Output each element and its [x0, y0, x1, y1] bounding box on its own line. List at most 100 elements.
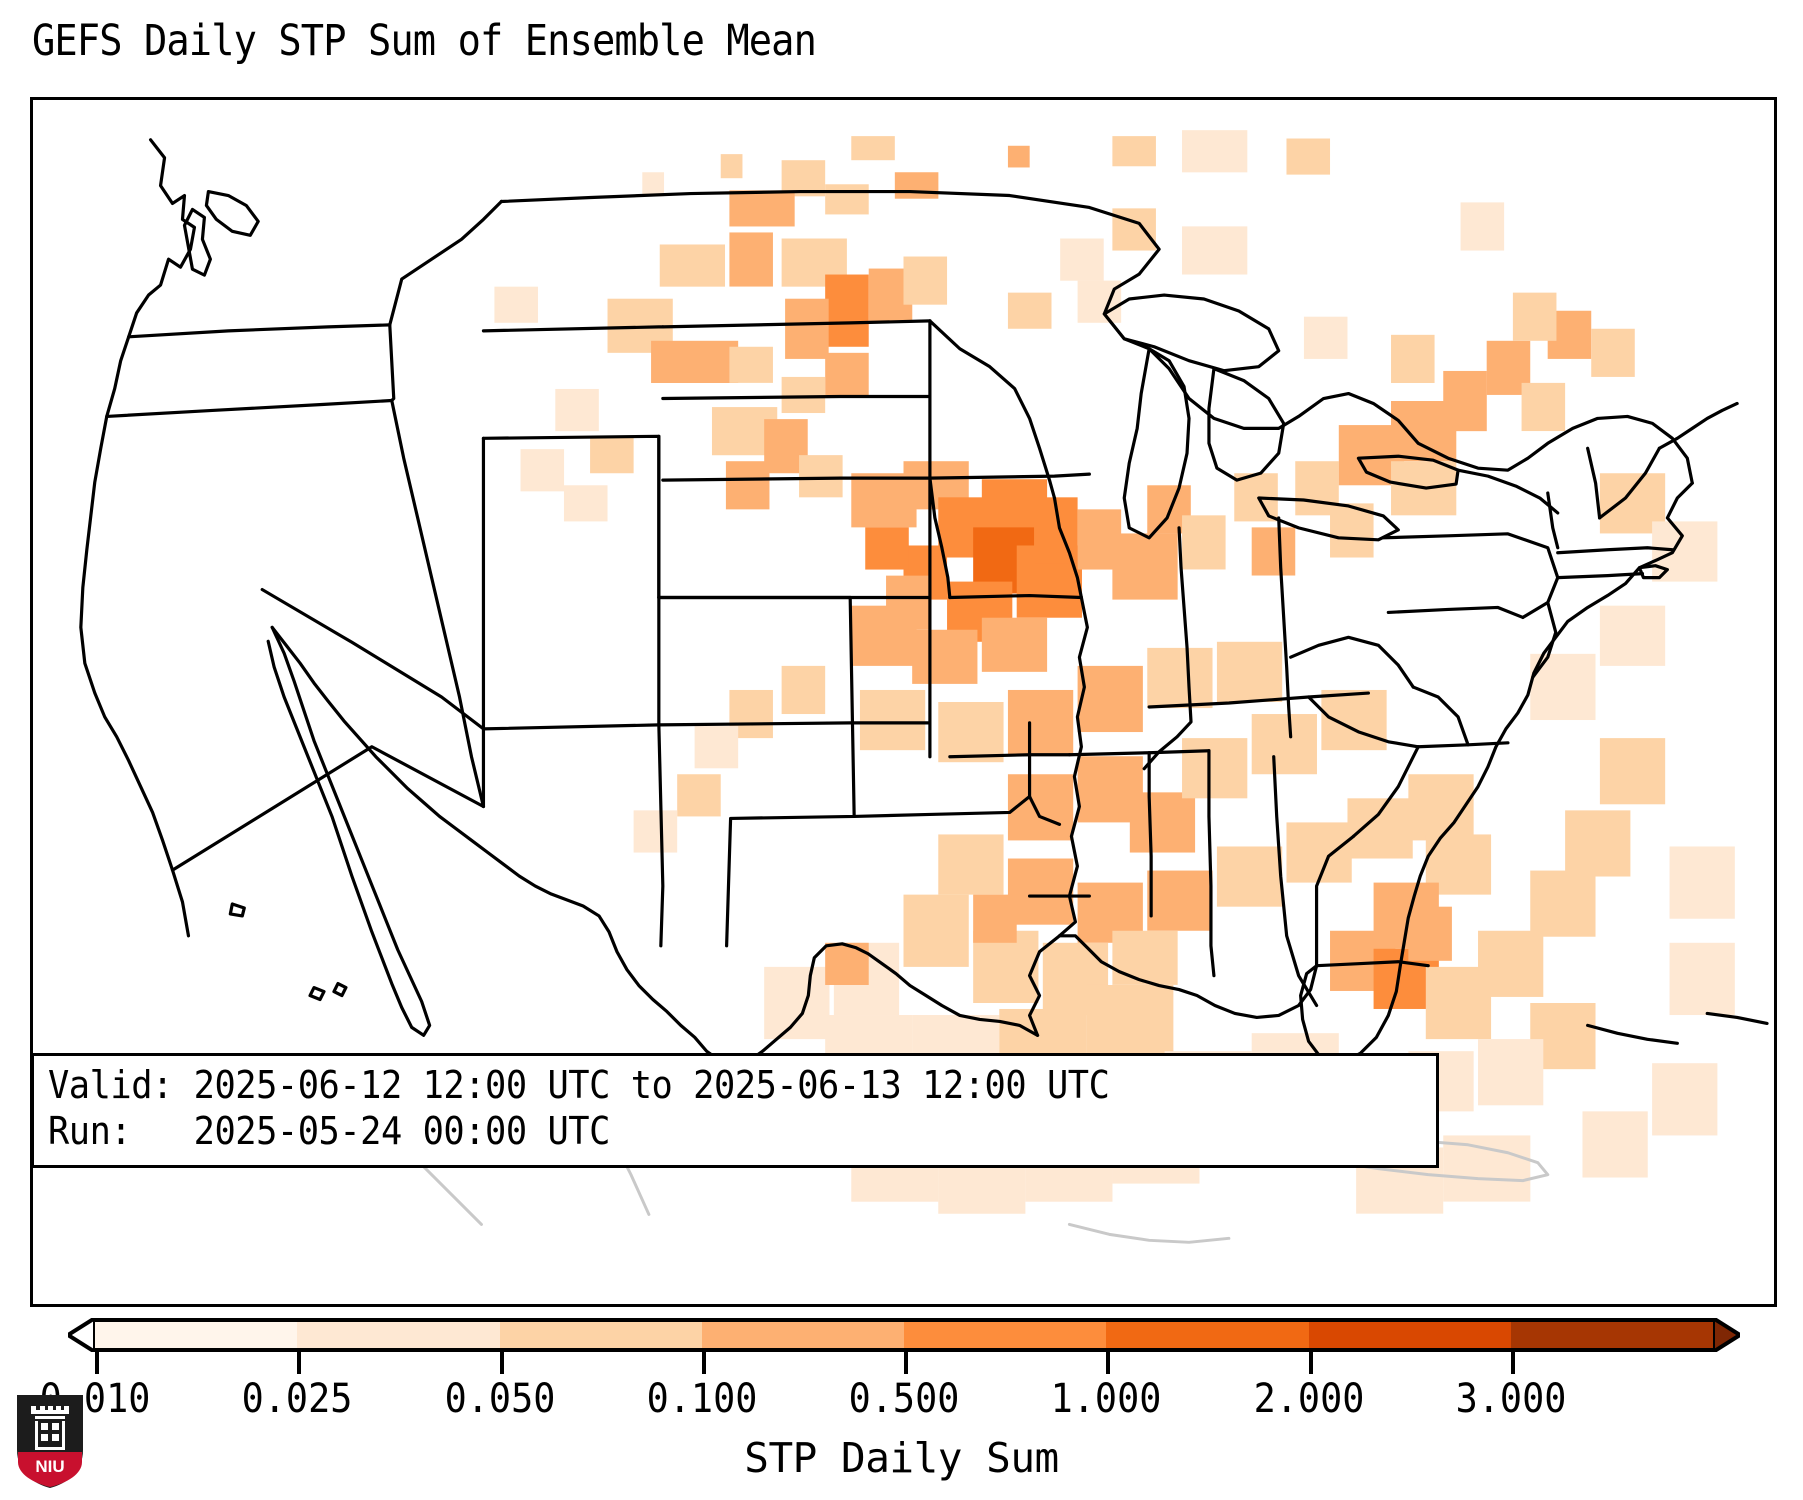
- colorbar-tick-label-6: 2.000: [1253, 1376, 1364, 1422]
- heatmap-cell: [1112, 930, 1178, 985]
- conus-map: [79, 130, 1769, 1244]
- state-border-ks-ok: [657, 721, 932, 727]
- heatmap-cell: [1251, 527, 1296, 576]
- heatmap-cell: [725, 461, 770, 510]
- heatmap-cell: [1007, 858, 1074, 925]
- great-lakes-inner-stlawrence: [1456, 468, 1560, 515]
- state-border-nh-me: [1598, 446, 1661, 520]
- state-border-ct-ny: [1556, 572, 1645, 580]
- heatmap-cell: [633, 810, 678, 853]
- colorbar-tick-label-7: 3.000: [1455, 1376, 1567, 1422]
- maine-coast: [1657, 401, 1739, 450]
- heatmap-cell: [720, 154, 743, 179]
- florida-keys-bahamas: [1586, 1023, 1679, 1045]
- heatmap-cell: [1408, 906, 1452, 961]
- heatmap-cell: [1478, 930, 1544, 997]
- state-border-nd-sd: [661, 394, 932, 401]
- state-border-al-ga: [1272, 755, 1319, 1008]
- state-border-mt-nd-sd: [661, 319, 932, 329]
- heatmap-cell: [494, 286, 538, 323]
- state-border-va-nc: [1416, 741, 1510, 749]
- state-border-tn-nc: [1307, 695, 1420, 749]
- logo-text: NIU: [35, 1457, 64, 1476]
- heatmap-cell: [781, 376, 826, 414]
- colorbar-tick-4: [904, 1352, 908, 1374]
- heatmap-cell: [1216, 641, 1283, 702]
- colorbar-tick-6: [1308, 1352, 1313, 1374]
- heatmap-cell: [912, 629, 978, 684]
- heatmap-cell: [1565, 810, 1631, 877]
- state-border-nm-tx: [725, 595, 856, 948]
- heatmap-cell: [981, 617, 1048, 672]
- colorbar-tick-label-3: 0.100: [646, 1376, 758, 1422]
- island-small-b: [332, 982, 348, 998]
- caribbean-island-a: [1705, 1011, 1769, 1025]
- heatmap-cell: [1303, 316, 1348, 359]
- heatmap-cell: [1391, 334, 1435, 383]
- heatmap-cell: [1599, 738, 1666, 805]
- heatmap-cell: [1251, 714, 1317, 775]
- heatmap-cell: [903, 894, 969, 967]
- great-lakes-huron: [1207, 367, 1286, 482]
- state-border-wv-va: [1411, 685, 1470, 747]
- heatmap-cell: [764, 966, 830, 1040]
- state-border-ut-wy-co: [481, 434, 661, 727]
- state-border-ia-il: [1052, 496, 1083, 600]
- state-border-vt-nh: [1586, 446, 1602, 520]
- state-border-ia-mo: [948, 593, 1083, 600]
- heatmap-cell: [799, 455, 843, 498]
- heatmap-cell: [1512, 292, 1557, 341]
- heatmap-cells: [494, 130, 1735, 1214]
- heatmap-cell: [903, 256, 948, 305]
- colorbar[interactable]: [68, 1318, 1740, 1352]
- state-border-ia-mn: [928, 472, 1091, 480]
- colorbar-segment-7: [1510, 1322, 1713, 1348]
- state-border-nv-az: [260, 587, 486, 809]
- coastline-pacific-nw: [79, 138, 197, 938]
- state-border-ms-al: [1207, 749, 1216, 978]
- state-border-tn-ms-al: [1147, 751, 1153, 918]
- state-border-pa-md-wv: [1386, 605, 1525, 620]
- heatmap-cell: [729, 190, 795, 227]
- colorbar-segments[interactable]: [95, 1318, 1713, 1352]
- colorbar-tick-1: [297, 1352, 302, 1374]
- heatmap-cell: [520, 449, 565, 492]
- heatmap-cell: [1112, 533, 1178, 600]
- colorbar-segment-2: [499, 1322, 702, 1348]
- island-small-a: [308, 985, 326, 1002]
- island-catalina: [228, 902, 246, 918]
- heatmap-cell: [694, 726, 739, 769]
- heatmap-cell: [1521, 382, 1566, 432]
- state-border-or-ca: [105, 398, 394, 419]
- state-border-il-in: [1142, 526, 1193, 771]
- heatmap-cell: [825, 184, 869, 215]
- heatmap-cell: [1443, 1135, 1531, 1202]
- logo-red-band: [18, 1452, 82, 1487]
- heatmap-cell: [642, 172, 665, 197]
- heatmap-cell: [825, 274, 869, 347]
- heatmap-cell: [1347, 798, 1413, 859]
- info-box: Valid: 2025-06-12 12:00 UTC to 2025-06-1…: [31, 1053, 1439, 1168]
- mississippi-river: [1027, 595, 1089, 1037]
- baja-california: [266, 625, 432, 1037]
- heatmap-cell: [859, 689, 926, 751]
- border-mexico: [270, 625, 737, 1071]
- heatmap-cell: [1460, 202, 1505, 251]
- colorbar-tick-3: [701, 1352, 706, 1374]
- heatmap-cell: [1007, 292, 1052, 329]
- heatmap-cell: [677, 774, 721, 817]
- heatmap-cell: [1478, 1039, 1544, 1106]
- state-border-ca-nv: [390, 398, 486, 809]
- state-border-ok-tx: [852, 794, 1062, 826]
- state-border-sd-ne: [661, 476, 932, 482]
- heatmap-cell: [1007, 774, 1074, 841]
- colorbar-axis-label: STP Daily Sum: [744, 1434, 1059, 1482]
- state-border-ny-pa: [1381, 532, 1560, 620]
- great-lakes-michigan: [1122, 347, 1191, 540]
- vancouver-island: [204, 189, 260, 237]
- state-border-mt-id: [388, 199, 503, 327]
- heatmap-cell: [1060, 238, 1104, 281]
- heatmap-cell: [1443, 370, 1487, 432]
- state-border-ca-az: [170, 745, 486, 872]
- heatmap-cell: [659, 244, 726, 287]
